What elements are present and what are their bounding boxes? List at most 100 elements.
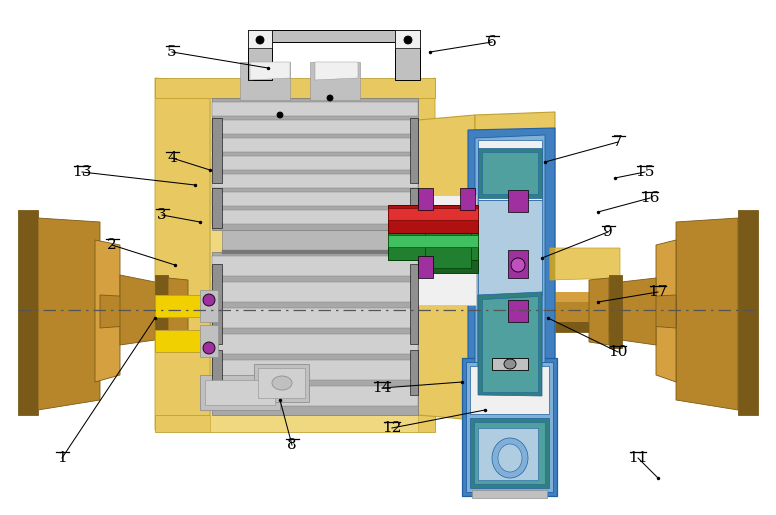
- Bar: [200, 325, 218, 357]
- Polygon shape: [248, 30, 272, 80]
- Polygon shape: [482, 152, 538, 194]
- Polygon shape: [656, 240, 676, 382]
- Text: 8: 8: [287, 438, 296, 452]
- Polygon shape: [475, 112, 555, 422]
- Text: 1: 1: [57, 451, 67, 465]
- Polygon shape: [95, 240, 120, 382]
- Polygon shape: [609, 275, 622, 348]
- Polygon shape: [168, 278, 188, 345]
- Polygon shape: [418, 78, 435, 432]
- Bar: [212, 120, 418, 134]
- Text: 16: 16: [640, 191, 660, 205]
- Bar: [155, 292, 621, 332]
- Text: 17: 17: [648, 285, 667, 299]
- Bar: [410, 350, 418, 395]
- Bar: [212, 350, 222, 395]
- Polygon shape: [310, 62, 360, 100]
- Bar: [418, 188, 433, 210]
- Bar: [425, 220, 471, 268]
- Polygon shape: [478, 200, 542, 295]
- Ellipse shape: [504, 359, 516, 369]
- Bar: [155, 292, 621, 302]
- Polygon shape: [621, 278, 656, 345]
- Polygon shape: [468, 128, 555, 410]
- Polygon shape: [18, 210, 38, 415]
- Bar: [258, 368, 305, 398]
- Ellipse shape: [498, 444, 522, 472]
- Bar: [466, 362, 553, 492]
- Bar: [470, 418, 549, 488]
- Polygon shape: [120, 275, 155, 345]
- Bar: [410, 118, 418, 183]
- Text: 10: 10: [608, 345, 628, 359]
- Bar: [200, 290, 218, 322]
- Text: 4: 4: [167, 151, 177, 165]
- Bar: [462, 358, 557, 496]
- Text: 13: 13: [72, 165, 92, 179]
- Bar: [212, 138, 418, 152]
- Text: 15: 15: [636, 165, 655, 179]
- Bar: [212, 282, 418, 302]
- Bar: [212, 188, 222, 228]
- Ellipse shape: [404, 36, 412, 44]
- Bar: [212, 210, 418, 224]
- Text: 3: 3: [158, 208, 167, 222]
- Text: 9: 9: [603, 225, 613, 239]
- Polygon shape: [155, 275, 168, 348]
- Bar: [205, 380, 275, 405]
- Bar: [418, 195, 476, 305]
- Ellipse shape: [492, 438, 528, 478]
- Polygon shape: [248, 30, 272, 48]
- Text: 12: 12: [383, 421, 402, 435]
- Ellipse shape: [203, 342, 215, 354]
- Text: 2: 2: [107, 238, 117, 252]
- Bar: [508, 190, 528, 212]
- Polygon shape: [589, 278, 609, 345]
- Bar: [460, 188, 475, 210]
- Bar: [200, 375, 280, 410]
- Bar: [212, 192, 418, 206]
- Polygon shape: [38, 218, 100, 410]
- Polygon shape: [676, 218, 738, 410]
- Polygon shape: [478, 292, 542, 396]
- Polygon shape: [155, 78, 435, 98]
- Bar: [212, 102, 418, 116]
- Polygon shape: [550, 248, 620, 280]
- Bar: [100, 298, 155, 324]
- Bar: [212, 308, 418, 328]
- Bar: [210, 98, 418, 432]
- Bar: [388, 205, 478, 233]
- Ellipse shape: [256, 36, 264, 44]
- Polygon shape: [212, 98, 418, 230]
- Polygon shape: [478, 292, 542, 396]
- Bar: [212, 156, 418, 170]
- Polygon shape: [482, 296, 538, 392]
- Bar: [508, 250, 528, 278]
- Ellipse shape: [511, 258, 525, 272]
- Bar: [621, 298, 676, 324]
- Polygon shape: [738, 210, 758, 415]
- Text: 7: 7: [613, 135, 623, 149]
- Polygon shape: [240, 62, 290, 100]
- Bar: [248, 30, 420, 42]
- Ellipse shape: [277, 112, 283, 118]
- Bar: [388, 232, 478, 260]
- Bar: [212, 386, 418, 406]
- Text: 14: 14: [372, 381, 392, 395]
- Polygon shape: [155, 415, 435, 432]
- Bar: [212, 334, 418, 354]
- Bar: [472, 490, 547, 498]
- Bar: [470, 366, 549, 414]
- Polygon shape: [550, 248, 555, 280]
- Polygon shape: [478, 148, 542, 198]
- Polygon shape: [212, 252, 418, 415]
- Bar: [212, 256, 418, 276]
- Polygon shape: [250, 62, 290, 80]
- Bar: [474, 422, 545, 484]
- Polygon shape: [155, 78, 210, 432]
- Bar: [212, 118, 222, 183]
- Polygon shape: [315, 62, 358, 80]
- Bar: [478, 428, 538, 480]
- Bar: [155, 295, 213, 317]
- Polygon shape: [418, 115, 475, 420]
